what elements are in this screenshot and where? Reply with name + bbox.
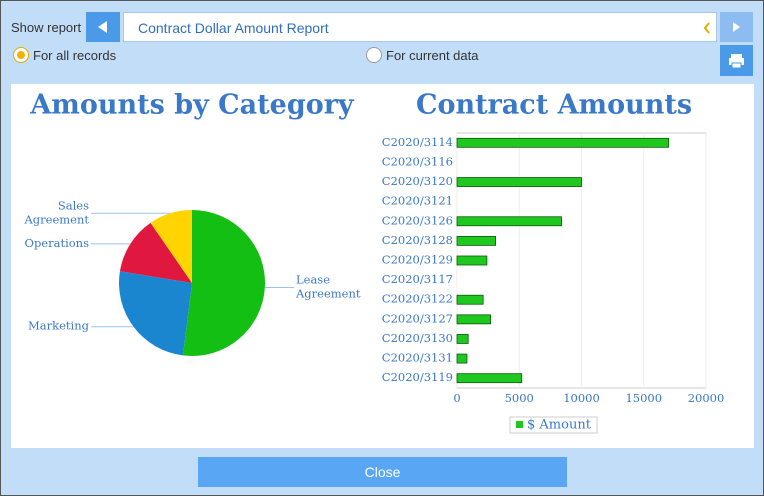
bar [456, 294, 484, 305]
bar [456, 373, 523, 384]
legend-swatch [516, 421, 523, 428]
pie-label: Marketing [28, 319, 90, 333]
x-tick-label: 0 [453, 391, 460, 405]
chart-title: Contract Amounts [416, 90, 692, 121]
radio-dot [17, 51, 25, 59]
next-button[interactable] [720, 12, 753, 42]
y-tick-label: C2020/3130 [382, 331, 453, 345]
bar [456, 314, 492, 325]
x-tick-label: 15000 [625, 391, 662, 405]
next-icon [733, 22, 740, 32]
y-tick-label: C2020/3119 [382, 370, 453, 384]
y-tick-label: C2020/3127 [382, 311, 453, 325]
pie-slice [119, 222, 192, 283]
pie-slice [118, 271, 192, 356]
pie-slice [150, 210, 192, 283]
bar [456, 177, 582, 187]
prev-button[interactable] [86, 12, 120, 42]
bar [456, 334, 469, 344]
y-tick-label: C2020/3114 [382, 135, 453, 149]
y-tick-label: C2020/3116 [382, 154, 453, 168]
bar [456, 353, 468, 364]
x-tick-label: 10000 [563, 391, 600, 405]
radio[interactable] [366, 47, 382, 63]
close-button[interactable]: Close [198, 457, 567, 487]
legend-label: $ Amount [527, 418, 592, 433]
y-tick-label: C2020/3117 [382, 272, 453, 286]
bar [456, 235, 496, 246]
radio-label[interactable]: For all records [33, 48, 117, 63]
charts: Amounts by Category Lease Agreement Marketi… [23, 90, 725, 434]
bar [456, 255, 488, 266]
radio-selected[interactable] [13, 47, 29, 63]
y-tick-label: C2020/3128 [382, 233, 453, 247]
bar [456, 137, 670, 148]
report-select[interactable]: Contract Dollar Amount Report [123, 12, 717, 42]
legend-box [509, 416, 598, 434]
y-tick-label: C2020/3121 [382, 194, 453, 208]
prev-icon [98, 21, 107, 33]
pie-slice [182, 210, 266, 357]
print-button[interactable] [720, 45, 753, 76]
y-tick-label: C2020/3129 [382, 253, 453, 267]
dropdown-arrow [703, 22, 710, 34]
bar [456, 216, 562, 227]
pie-label: Lease Agreement [295, 273, 361, 301]
y-tick-label: C2020/3120 [382, 174, 453, 188]
y-tick-label: C2020/3126 [382, 213, 453, 227]
y-tick-label: C2020/3122 [382, 292, 453, 306]
x-tick-label: 20000 [688, 391, 725, 405]
print-icon [729, 54, 744, 69]
show-report-label: Show report [11, 20, 82, 35]
report-name: Contract Dollar Amount Report [138, 20, 329, 36]
chart-panel: Amounts by Category Lease Agreement Marketi… [11, 84, 754, 448]
pie-label: Sales Agreement [23, 198, 89, 226]
chart-title: Amounts by Category [29, 90, 355, 121]
pie-label: Operations [25, 236, 90, 250]
x-tick-label: 5000 [505, 391, 534, 405]
radio-label[interactable]: For current data [386, 48, 479, 63]
y-tick-label: C2020/3131 [382, 351, 453, 365]
